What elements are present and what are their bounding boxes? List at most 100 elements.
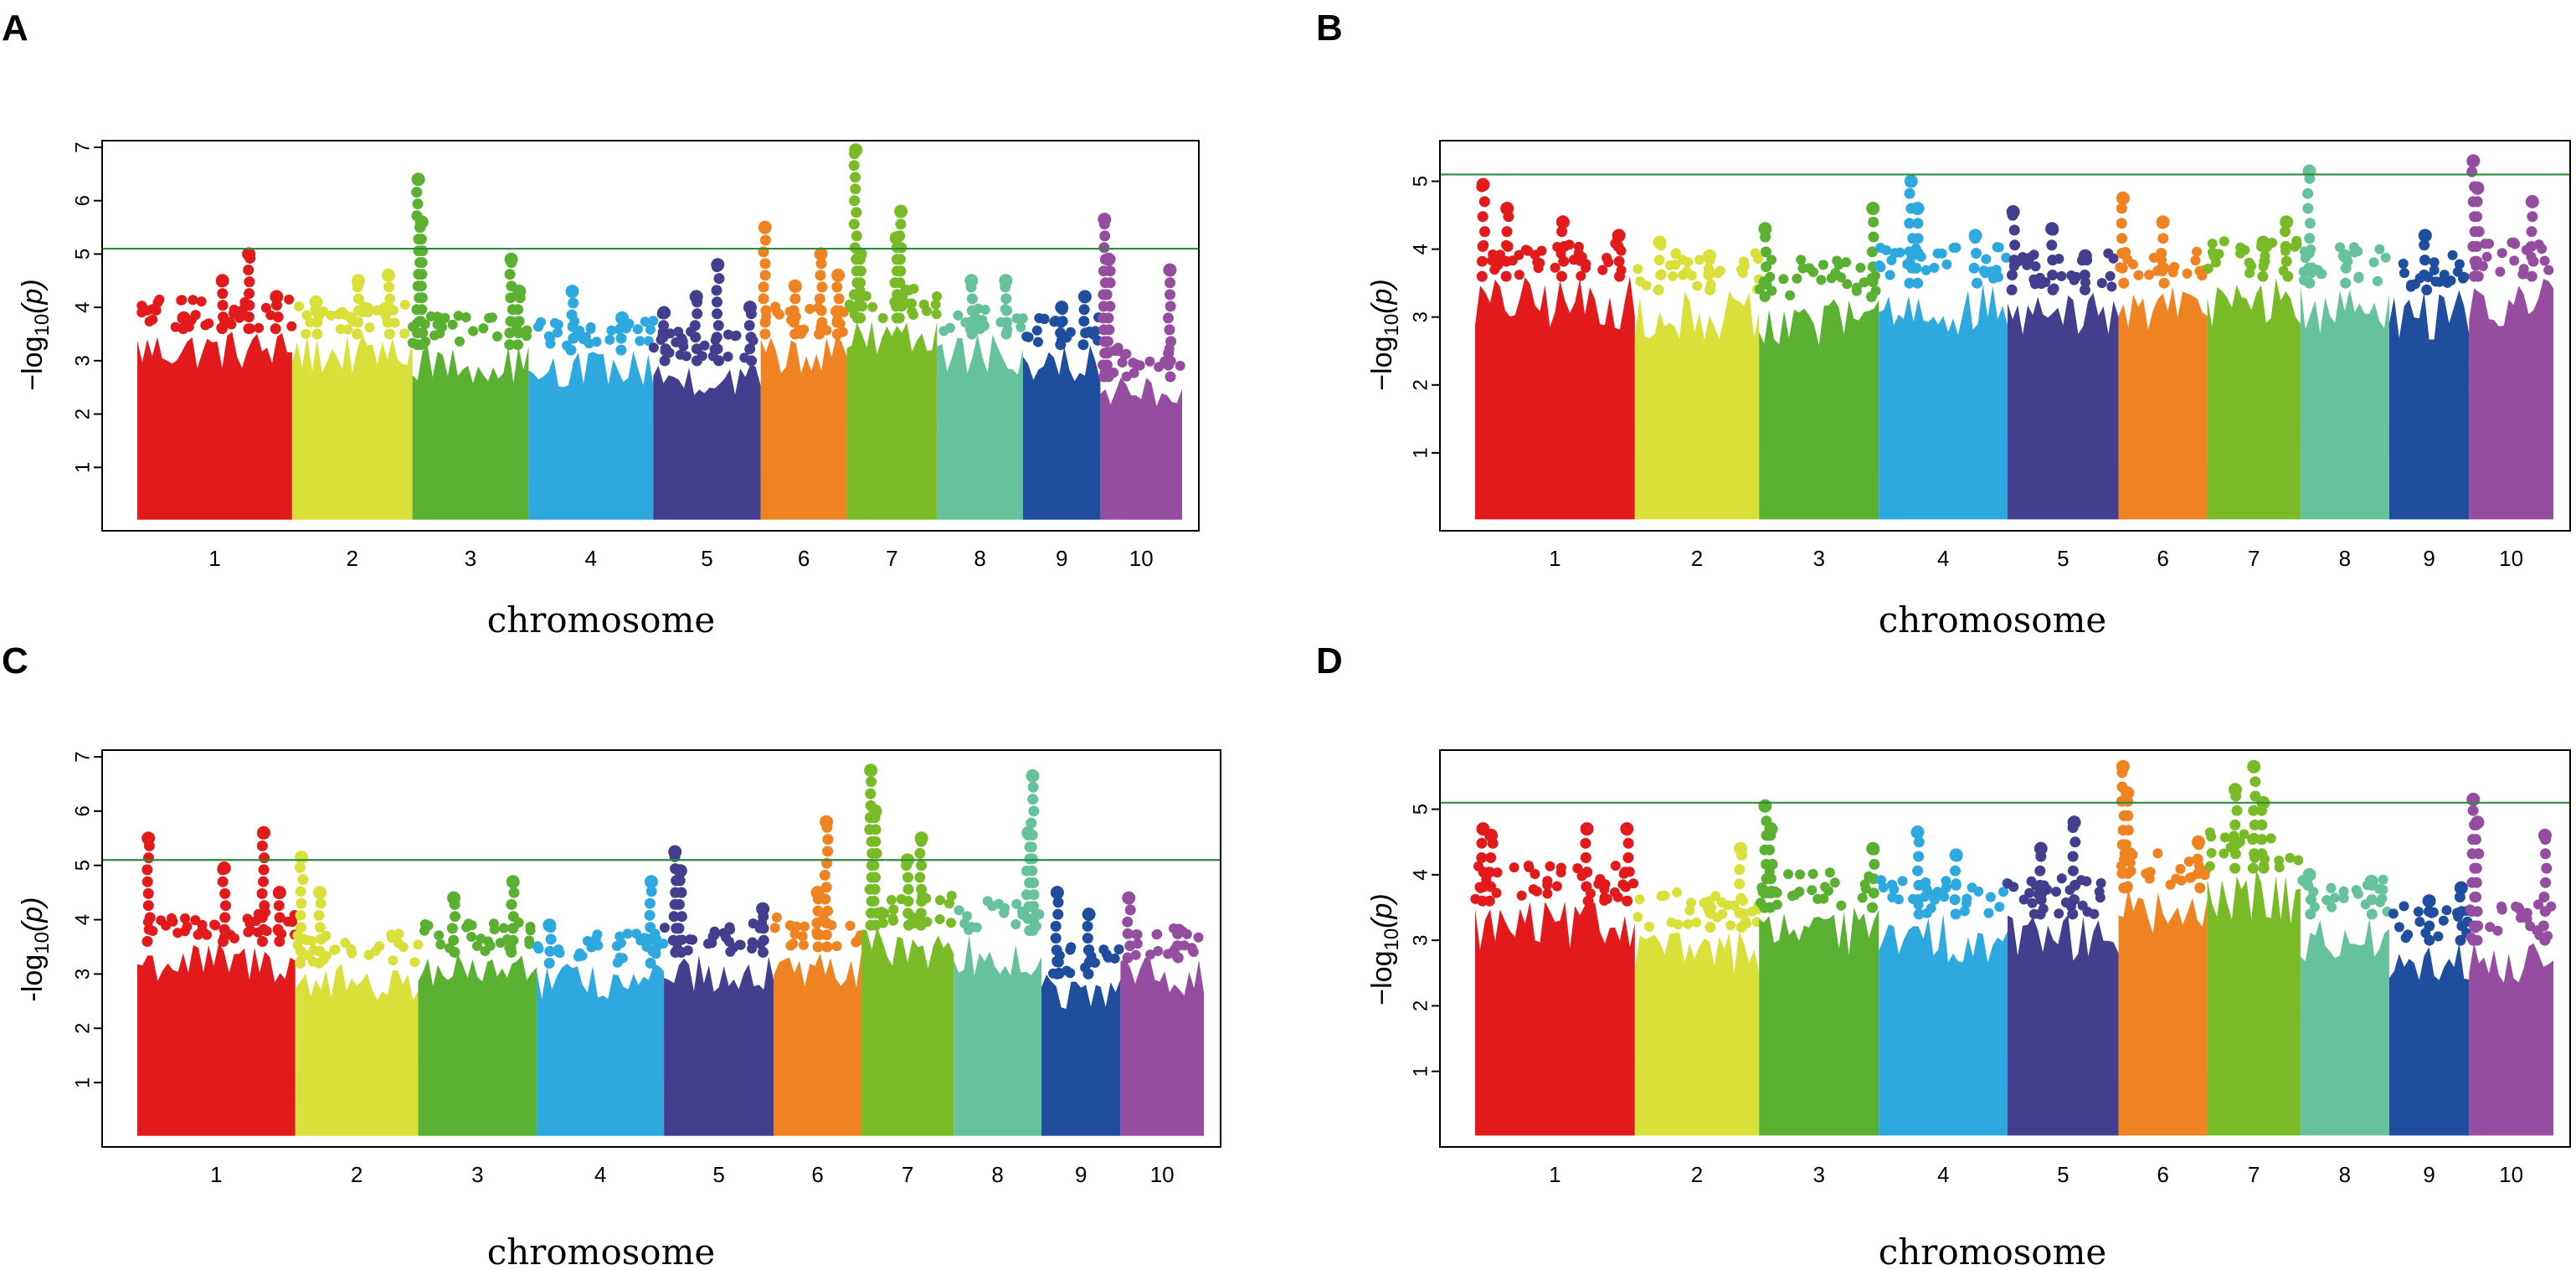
snp-point	[1785, 290, 1796, 301]
x-tick-label-chr-2: 2	[1691, 546, 1703, 571]
y-axis-label-suffix: (p)	[17, 279, 49, 314]
snp-point	[2471, 892, 2482, 902]
snp-point	[1098, 242, 1110, 254]
chromosome-3-density	[418, 954, 537, 1136]
snp-point	[1582, 895, 1594, 907]
snp-point	[1912, 218, 1924, 229]
chromosome-8-density	[937, 334, 1023, 520]
snp-point	[565, 344, 577, 356]
chromosome-9-density	[2388, 943, 2470, 1136]
peak-snp-point	[689, 290, 703, 304]
peak-snp-point	[999, 274, 1013, 288]
snp-point	[902, 883, 914, 895]
snp-point	[2250, 776, 2261, 788]
snp-point	[2003, 878, 2013, 889]
snp-point	[2228, 834, 2239, 846]
peak-snp-point	[542, 918, 557, 933]
snp-point	[1829, 877, 1840, 888]
chromosome-7-density	[861, 927, 954, 1136]
peak-snp-point	[1910, 202, 1925, 215]
snp-point	[1875, 243, 1886, 253]
snp-point	[938, 326, 949, 337]
snp-point	[1533, 263, 1544, 274]
snp-point	[1670, 248, 1681, 259]
snp-point	[315, 933, 326, 945]
snp-point	[1868, 231, 1879, 243]
snp-point	[1603, 257, 1614, 268]
snp-point	[659, 355, 671, 367]
snp-point	[1704, 922, 1716, 933]
snp-point	[429, 330, 440, 341]
x-tick-label-chr-4: 4	[585, 546, 597, 571]
snp-point	[1039, 313, 1050, 324]
y-tick-label: 3	[1409, 311, 1432, 322]
snp-point	[2034, 865, 2046, 877]
snp-point	[2182, 268, 2193, 279]
snp-point	[1104, 265, 1116, 277]
x-tick-label-chr-7: 7	[2248, 546, 2260, 571]
snp-point	[398, 942, 409, 953]
snp-point	[1886, 255, 1897, 265]
snp-point	[1122, 952, 1134, 964]
snp-point	[1876, 875, 1886, 886]
snp-point	[2398, 259, 2409, 269]
snp-point	[789, 293, 801, 305]
snp-point	[196, 296, 207, 307]
snp-point	[1024, 925, 1036, 936]
snp-point	[1686, 897, 1697, 908]
snp-point	[2067, 851, 2079, 862]
snp-point	[2399, 268, 2409, 279]
snp-point	[2034, 908, 2046, 920]
snp-point	[219, 887, 231, 899]
y-tick-label: 2	[71, 409, 94, 419]
snp-point	[891, 254, 902, 265]
snp-point	[1734, 907, 1746, 918]
peak-snp-point	[565, 285, 579, 298]
snp-point	[1572, 863, 1583, 874]
snp-point	[270, 323, 281, 335]
snp-point	[2105, 270, 2116, 281]
peak-snp-point	[270, 290, 284, 304]
snp-point	[1165, 336, 1177, 347]
snp-point	[2219, 236, 2229, 247]
snp-point	[1051, 944, 1062, 956]
snp-point	[745, 332, 757, 343]
snp-point	[2203, 263, 2214, 274]
chromosome-6-density	[760, 334, 847, 520]
peak-snp-point	[2121, 786, 2135, 800]
snp-point	[294, 301, 305, 311]
snp-point	[2470, 834, 2481, 846]
snp-point	[313, 909, 325, 921]
chromosome-8-density	[2300, 285, 2389, 520]
snp-point	[1765, 902, 1776, 913]
snp-point	[286, 321, 297, 332]
snp-point	[2471, 196, 2483, 208]
snp-point	[1632, 264, 1643, 275]
snp-point	[229, 304, 239, 315]
snp-point	[814, 328, 825, 340]
plot-frame	[101, 749, 1221, 1148]
snp-point	[448, 934, 460, 946]
snp-point	[644, 897, 656, 909]
chromosome-5-density	[2008, 292, 2119, 520]
chromosome-10-series	[2465, 792, 2557, 1136]
snp-point	[2285, 852, 2296, 863]
chromosome-10-density	[1100, 377, 1182, 520]
snp-point	[1476, 270, 1488, 282]
snp-point	[141, 305, 152, 316]
snp-point	[966, 328, 978, 340]
snp-point	[892, 265, 902, 277]
snp-point	[2509, 255, 2520, 266]
chromosome-7-series	[861, 764, 957, 1136]
snp-point	[1500, 270, 1512, 282]
chromosome-2-series	[291, 268, 413, 520]
y-tick-label: 5	[71, 860, 94, 871]
snp-point	[505, 292, 517, 304]
snp-point	[2527, 211, 2538, 223]
chromosome-1-density	[137, 332, 292, 520]
snp-point	[2305, 908, 2316, 920]
snp-point	[1051, 968, 1063, 979]
snp-point	[446, 923, 458, 934]
chromosome-3-series	[1755, 202, 1881, 520]
snp-point	[504, 327, 516, 339]
